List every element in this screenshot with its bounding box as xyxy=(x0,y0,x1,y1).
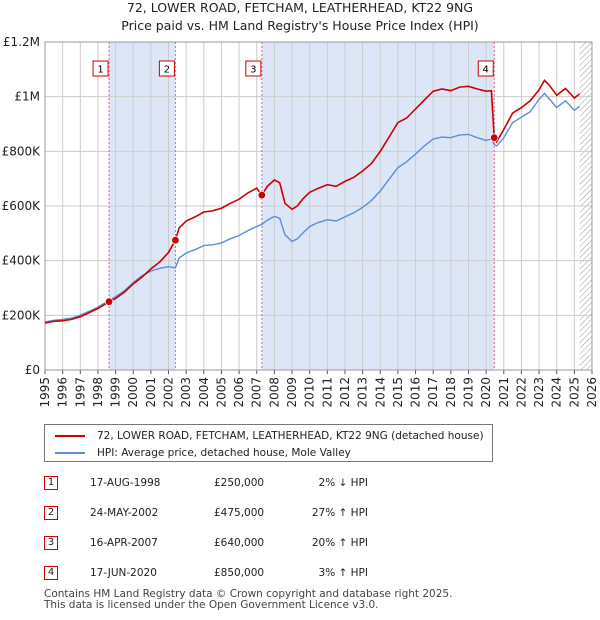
sale-point xyxy=(171,235,180,245)
x-tick-label: 2009 xyxy=(285,377,299,408)
x-tick-label: 2004 xyxy=(197,377,211,408)
sale-number-box xyxy=(477,60,494,77)
y-tick-label: £1M xyxy=(14,90,40,104)
y-tick-label: £800K xyxy=(2,144,42,158)
sale-hpi-diff: 3% ↑ HPI xyxy=(318,567,368,579)
sale-number: 4 xyxy=(44,566,58,580)
x-tick-label: 2022 xyxy=(514,377,528,408)
sale-price: £475,000 xyxy=(214,507,265,519)
x-tick-label: 2015 xyxy=(391,377,405,408)
y-tick-label: £400K xyxy=(2,254,42,268)
x-tick-label: 2011 xyxy=(320,377,334,408)
chart-subtitle: Price paid vs. HM Land Registry's House … xyxy=(121,18,478,33)
sale-number: 3 xyxy=(44,536,58,550)
sale-row: 3 16-APR-2007 £640,000 20% ↑ HPI xyxy=(44,536,584,556)
x-tick-label: 2019 xyxy=(461,377,475,408)
sale-date: 17-JUN-2020 xyxy=(90,567,157,579)
plot-frame xyxy=(44,41,593,371)
footer-licence: This data is licensed under the Open Gov… xyxy=(44,599,379,611)
legend: 72, LOWER ROAD, FETCHAM, LEATHERHEAD, KT… xyxy=(44,424,493,462)
y-tick-label: £0 xyxy=(25,363,40,377)
sale-number-box xyxy=(245,60,262,77)
footer-copyright: Contains HM Land Registry data © Crown c… xyxy=(44,588,453,600)
x-tick-label: 2020 xyxy=(479,377,493,408)
legend-price-swatch xyxy=(55,435,85,437)
x-tick-label: 2002 xyxy=(162,377,176,408)
sale-number-label: 1 xyxy=(97,65,103,76)
y-tick-label: £1.2M xyxy=(3,35,40,49)
x-tick-label: 2001 xyxy=(144,377,158,408)
sale-row: 1 17-AUG-1998 £250,000 2% ↓ HPI xyxy=(44,476,584,496)
x-tick-label: 2014 xyxy=(373,377,387,408)
sale-date: 17-AUG-1998 xyxy=(90,477,161,489)
x-tick-label: 2024 xyxy=(550,377,564,408)
legend-hpi-swatch xyxy=(55,452,85,454)
legend-hpi-label: HPI: Average price, detached house, Mole… xyxy=(97,447,351,459)
x-tick-label: 2003 xyxy=(179,377,193,408)
x-tick-label: 2008 xyxy=(267,377,281,408)
x-tick-label: 1997 xyxy=(73,377,87,408)
sale-hpi-diff: 2% ↓ HPI xyxy=(318,477,368,489)
x-tick-label: 2023 xyxy=(532,377,546,408)
sale-number-label: 4 xyxy=(483,65,489,76)
sale-row: 2 24-MAY-2002 £475,000 27% ↑ HPI xyxy=(44,506,584,526)
sale-point xyxy=(490,133,499,142)
x-tick-label: 1996 xyxy=(56,377,70,408)
x-tick-label: 2005 xyxy=(214,377,228,408)
sale-number-box xyxy=(92,60,109,77)
x-tick-label: 2013 xyxy=(356,377,370,408)
sale-date: 24-MAY-2002 xyxy=(90,507,159,519)
x-tick-label: 2006 xyxy=(232,377,246,408)
sale-hpi-diff: 20% ↑ HPI xyxy=(311,537,368,549)
sale-price: £250,000 xyxy=(214,477,265,489)
x-tick-label: 2007 xyxy=(250,377,264,408)
x-tick-label: 2017 xyxy=(426,377,440,408)
x-tick-label: 2025 xyxy=(567,377,581,408)
legend-item-price: 72, LOWER ROAD, FETCHAM, LEATHERHEAD, KT… xyxy=(55,428,484,444)
x-tick-label: 2010 xyxy=(303,377,317,408)
sale-point xyxy=(104,297,114,306)
sale-price: £850,000 xyxy=(214,567,265,579)
x-tick-label: 2016 xyxy=(409,377,423,408)
sale-hpi-diff: 27% ↑ HPI xyxy=(311,507,368,519)
price-chart: 72, LOWER ROAD, FETCHAM, LEATHERHEAD, KT… xyxy=(2,0,599,408)
x-tick-label: 2026 xyxy=(585,377,599,408)
sale-number-label: 2 xyxy=(164,65,170,76)
legend-item-hpi: HPI: Average price, detached house, Mole… xyxy=(55,445,351,461)
x-tick-label: 1995 xyxy=(38,377,52,408)
sale-row: 4 17-JUN-2020 £850,000 3% ↑ HPI xyxy=(44,566,584,586)
x-tick-label: 2018 xyxy=(444,377,458,408)
footer: Contains HM Land Registry data © Crown c… xyxy=(44,589,452,611)
sale-number-label: 3 xyxy=(250,65,256,76)
x-tick-label: 1998 xyxy=(91,377,105,408)
sale-point xyxy=(257,190,267,200)
x-tick-label: 1999 xyxy=(109,377,123,408)
sale-number: 2 xyxy=(44,506,58,520)
sale-price: £640,000 xyxy=(214,537,265,549)
sale-date: 16-APR-2007 xyxy=(90,537,158,549)
x-tick-label: 2000 xyxy=(126,377,140,408)
y-tick-label: £200K xyxy=(2,308,42,322)
legend-price-label: 72, LOWER ROAD, FETCHAM, LEATHERHEAD, KT… xyxy=(97,430,484,442)
x-tick-label: 2021 xyxy=(497,377,511,408)
x-tick-label: 2012 xyxy=(338,377,352,408)
sale-number: 1 xyxy=(44,476,58,490)
y-tick-label: £600K xyxy=(2,199,42,213)
chart-title: 72, LOWER ROAD, FETCHAM, LEATHERHEAD, KT… xyxy=(127,0,473,15)
sale-number-box xyxy=(158,60,175,77)
